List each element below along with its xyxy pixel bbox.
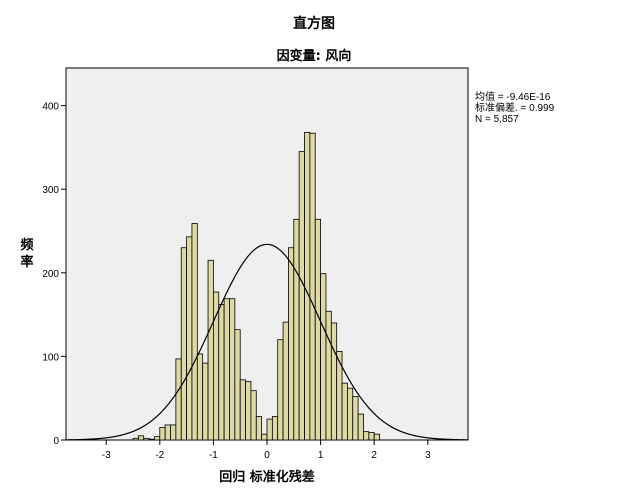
normal-curve — [65, 243, 469, 441]
histogram-bar — [143, 437, 150, 441]
histogram-bar — [255, 416, 263, 441]
stat-n: N = 5,857 — [475, 114, 519, 125]
plot-area — [65, 67, 469, 441]
x-axis-label: 回归 标准化残差 — [219, 469, 315, 485]
histogram-bar — [373, 433, 380, 441]
y-tick-label: 200 — [42, 269, 59, 280]
histogram-bar — [352, 396, 359, 441]
y-tick-label: 300 — [42, 185, 59, 196]
histogram-bar — [250, 390, 257, 441]
histogram-bar — [368, 432, 375, 441]
histogram-bar — [239, 379, 246, 441]
x-tick-label: 0 — [264, 450, 270, 461]
histogram-bar — [218, 304, 225, 441]
histogram-bar — [186, 236, 193, 441]
histogram-bar — [245, 381, 252, 441]
y-axis-label-char-2: 率 — [20, 254, 33, 270]
histogram-bar — [282, 321, 289, 441]
histogram-bar — [293, 218, 300, 441]
histogram-bar — [196, 353, 204, 441]
y-axis: 0 100 200 300 400 — [42, 102, 66, 447]
histogram-bar — [266, 418, 273, 441]
histogram-bar — [341, 382, 348, 441]
histogram-bar — [271, 416, 279, 441]
histogram-bar — [154, 436, 161, 441]
histogram-bar — [325, 310, 332, 441]
y-tick-label: 0 — [53, 436, 59, 447]
x-tick-label: -1 — [209, 450, 218, 461]
stat-mean: 均值 = -9.46E-16 — [475, 90, 551, 103]
x-axis: -3 -2 -1 0 1 2 3 — [102, 440, 431, 461]
histogram-bar — [288, 247, 295, 441]
histogram-bar — [357, 413, 364, 441]
histogram-bars — [132, 131, 380, 441]
histogram-bar — [175, 358, 182, 441]
histogram-bar — [164, 424, 171, 441]
x-tick-label: 2 — [371, 450, 377, 461]
histogram-bar — [132, 437, 139, 441]
x-tick-label: 3 — [425, 450, 431, 461]
x-tick-label: 1 — [318, 450, 324, 461]
stat-sd: 标准偏差. = 0.999 — [475, 101, 555, 114]
stats-box: 均值 = -9.46E-16 标准偏差. = 0.999 N = 5,857 — [475, 90, 555, 125]
histogram-bar — [137, 435, 145, 441]
chart-title: 直方图 — [293, 15, 335, 32]
histogram-bar — [191, 223, 198, 441]
x-tick-label: -3 — [102, 450, 111, 461]
y-tick-label: 100 — [42, 352, 59, 363]
histogram-bar — [330, 322, 338, 441]
y-tick-label: 400 — [42, 102, 59, 113]
histogram-bar — [234, 329, 241, 441]
histogram-bar — [346, 387, 354, 441]
histogram-bar — [223, 298, 230, 441]
histogram-bar — [261, 433, 268, 441]
histogram-bar — [309, 132, 316, 441]
histogram-bar — [277, 339, 284, 441]
histogram-bar — [159, 427, 166, 441]
chart-subtitle: 因变量: 风向 — [277, 48, 352, 64]
histogram-bar — [180, 247, 188, 441]
histogram-bar — [202, 362, 209, 441]
histogram-bar — [148, 438, 155, 441]
histogram-bar — [298, 151, 305, 441]
histogram-bar — [170, 424, 177, 441]
histogram-bar — [229, 298, 236, 441]
histogram-bar — [207, 259, 214, 441]
histogram-bar — [304, 131, 311, 441]
histogram-bar — [363, 431, 370, 441]
histogram-bar — [320, 273, 327, 441]
x-tick-label: -2 — [155, 450, 164, 461]
histogram-bar — [314, 218, 321, 441]
y-axis-label-char-1: 频 — [20, 237, 33, 253]
